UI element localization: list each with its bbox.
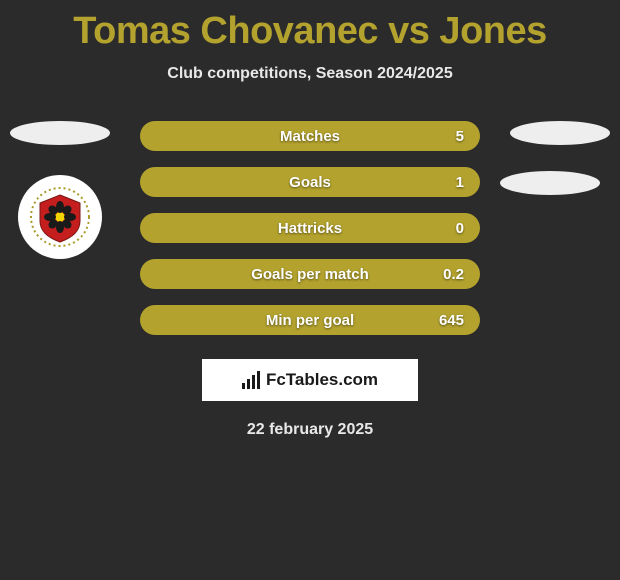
stat-label: Goals per match (251, 266, 369, 283)
stat-right-value: 0.2 (434, 266, 464, 283)
brand-text: FcTables.com (266, 370, 378, 390)
stat-label: Min per goal (266, 312, 354, 329)
date-text: 22 february 2025 (0, 421, 620, 439)
stat-label: Hattricks (278, 220, 342, 237)
stat-label: Matches (280, 128, 340, 145)
stat-row-goals: Goals 1 (140, 167, 480, 197)
brand-badge: FcTables.com (202, 359, 418, 401)
club-left-badge (18, 175, 102, 259)
bar (257, 371, 260, 389)
stat-label: Goals (289, 174, 331, 191)
stat-rows: Matches 5 Goals 1 Hattricks 0 Goals per … (140, 121, 480, 335)
club-right-placeholder (500, 171, 600, 195)
stat-row-goals-per-match: Goals per match 0.2 (140, 259, 480, 289)
stat-row-min-per-goal: Min per goal 645 (140, 305, 480, 335)
bar (252, 375, 255, 389)
stat-right-value: 1 (434, 174, 464, 191)
player-right-placeholder (510, 121, 610, 145)
player-left-placeholder (10, 121, 110, 145)
comparison-panel: Matches 5 Goals 1 Hattricks 0 Goals per … (0, 121, 620, 439)
stat-row-matches: Matches 5 (140, 121, 480, 151)
stat-row-hattricks: Hattricks 0 (140, 213, 480, 243)
stat-right-value: 0 (434, 220, 464, 237)
bar (247, 379, 250, 389)
stat-right-value: 645 (434, 312, 464, 329)
page-title: Tomas Chovanec vs Jones (0, 0, 620, 53)
bar (242, 383, 245, 389)
bar-chart-icon (242, 371, 260, 389)
stat-right-value: 5 (434, 128, 464, 145)
club-crest-icon (30, 187, 90, 247)
subtitle: Club competitions, Season 2024/2025 (0, 65, 620, 83)
